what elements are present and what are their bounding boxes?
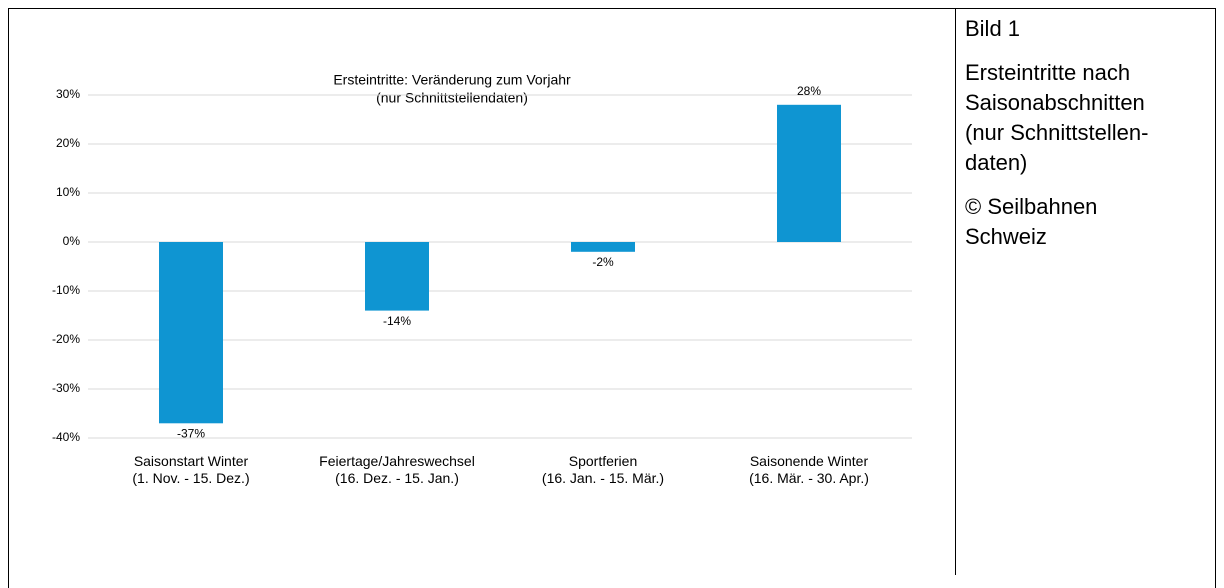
- text-line: Ersteintritte nach: [965, 60, 1131, 85]
- x-tick-label-line: (1. Nov. - 15. Dez.): [132, 470, 249, 486]
- bar: [365, 242, 429, 311]
- chart-subtitle: (nur Schnittstellendaten): [376, 90, 528, 106]
- chart-title: Ersteintritte: Veränderung zum Vorjahr: [333, 72, 571, 88]
- x-tick-label-line: (16. Mär. - 30. Apr.): [749, 470, 869, 486]
- x-tick-label-line: (16. Dez. - 15. Jan.): [335, 470, 459, 486]
- x-tick-label-line: (16. Jan. - 15. Mär.): [542, 470, 664, 486]
- chart: Ersteintritte: Veränderung zum Vorjahr (…: [52, 72, 912, 486]
- y-tick-label: -40%: [52, 430, 80, 444]
- credit: © Seilbahnen Schweiz: [965, 192, 1210, 252]
- y-tick-label: 10%: [56, 185, 80, 199]
- data-label: 28%: [797, 84, 821, 98]
- x-tick-label: Feiertage/Jahreswechsel (16. Dez. - 15. J…: [319, 453, 475, 486]
- x-tick-label: Sportferien (16. Jan. - 15. Mär.): [542, 453, 664, 486]
- text-line: Schweiz: [965, 224, 1047, 249]
- bar: [159, 242, 223, 424]
- x-tick-label-line: Saisonstart Winter: [134, 453, 249, 469]
- x-tick-label-line: Saisonende Winter: [750, 453, 869, 469]
- text-line: © Seilbahnen: [965, 194, 1098, 219]
- data-label: -14%: [383, 314, 411, 328]
- table-frame: [8, 8, 1216, 588]
- data-label: -2%: [592, 255, 614, 269]
- y-tick-label: -10%: [52, 283, 80, 297]
- text-line: (nur Schnittstellen-: [965, 120, 1149, 145]
- bar: [571, 242, 635, 252]
- text-line: Saisonabschnitten: [965, 90, 1145, 115]
- text-line: daten): [965, 150, 1028, 175]
- y-tick-label: -30%: [52, 381, 80, 395]
- x-tick-label-line: Sportferien: [569, 453, 637, 469]
- y-tick-label: 30%: [56, 87, 80, 101]
- bar: [777, 104, 841, 242]
- figure-label: Bild 1: [965, 16, 1021, 41]
- cell-divider: [955, 8, 956, 575]
- data-label: -37%: [177, 426, 205, 440]
- x-tick-label: Saisonstart Winter (1. Nov. - 15. Dez.): [132, 453, 249, 486]
- x-tick-label-line: Feiertage/Jahreswechsel: [319, 453, 475, 469]
- y-tick-label: -20%: [52, 332, 80, 346]
- page: {"chart_data": {"type": "bar", "title": …: [8, 8, 1216, 588]
- side-cell: Bild 1 Ersteintritte nach Saisonabschnitt…: [965, 14, 1210, 266]
- x-tick-label: Saisonende Winter (16. Mär. - 30. Apr.): [749, 453, 869, 486]
- caption: Ersteintritte nach Saisonabschnitten (nur …: [965, 58, 1210, 178]
- y-tick-label: 0%: [63, 234, 81, 248]
- y-tick-label: 20%: [56, 136, 80, 150]
